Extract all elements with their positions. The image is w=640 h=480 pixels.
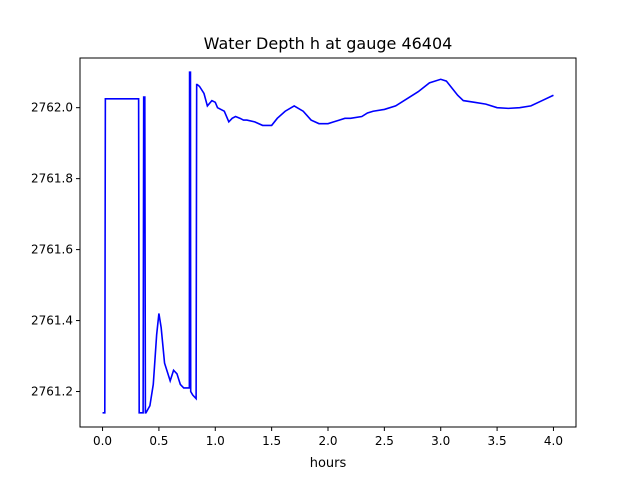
chart-title: Water Depth h at gauge 46404 bbox=[204, 34, 453, 53]
y-tick-label: 2762.0 bbox=[31, 101, 73, 115]
x-tick-label: 1.0 bbox=[206, 434, 225, 448]
y-tick-label: 2761.6 bbox=[31, 243, 73, 257]
y-tick-label: 2761.4 bbox=[31, 314, 73, 328]
y-tick-label: 2761.2 bbox=[31, 385, 73, 399]
x-axis: 0.0 0.5 1.0 1.5 2.0 2.5 3.0 3.5 4.0 bbox=[93, 427, 563, 448]
series-line bbox=[102, 71, 554, 414]
x-tick-label: 0.0 bbox=[93, 434, 112, 448]
y-tick-label: 2761.8 bbox=[31, 172, 73, 186]
x-tick-label: 1.5 bbox=[262, 434, 281, 448]
x-tick-label: 4.0 bbox=[544, 434, 563, 448]
x-tick-label: 2.5 bbox=[375, 434, 394, 448]
x-tick-label: 0.5 bbox=[149, 434, 168, 448]
x-tick-label: 3.5 bbox=[488, 434, 507, 448]
x-tick-label: 2.0 bbox=[318, 434, 337, 448]
x-axis-label: hours bbox=[310, 456, 347, 471]
plot-area bbox=[102, 71, 554, 414]
y-axis: 2761.2 2761.4 2761.6 2761.8 2762.0 bbox=[31, 101, 80, 399]
x-tick-label: 3.0 bbox=[431, 434, 450, 448]
